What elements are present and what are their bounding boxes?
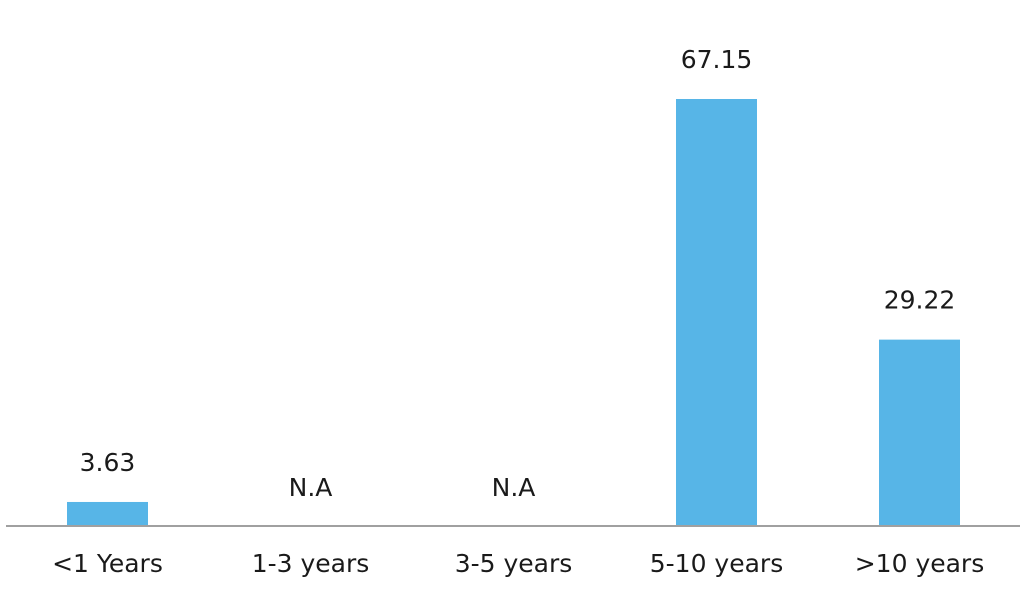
value-label: 67.15 <box>681 45 753 74</box>
value-label: 3.63 <box>80 448 136 477</box>
x-tick-label: 1-3 years <box>252 549 370 578</box>
x-tick-label: 3-5 years <box>455 549 573 578</box>
x-tick-label: >10 years <box>855 549 985 578</box>
bar <box>676 99 757 525</box>
value-label: N.A <box>289 473 333 502</box>
x-tick-label: 5-10 years <box>650 549 783 578</box>
bar <box>67 501 148 525</box>
bar <box>879 339 960 525</box>
value-label: N.A <box>492 473 536 502</box>
x-tick-label: <1 Years <box>52 549 163 578</box>
value-label: 29.22 <box>884 286 956 315</box>
